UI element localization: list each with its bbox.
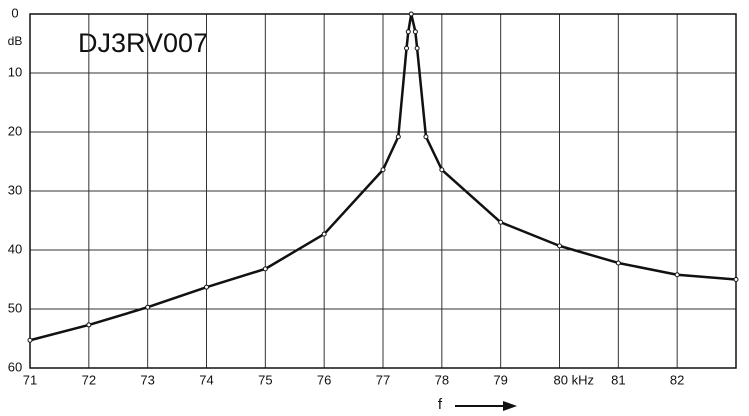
y-tick-label: 10	[8, 64, 22, 79]
point	[405, 29, 411, 35]
x-tick-label: 80 kHz	[554, 372, 594, 387]
y-tick-label: 20	[8, 123, 22, 138]
point	[27, 337, 33, 343]
point	[395, 134, 401, 140]
point	[733, 277, 739, 282]
point	[404, 45, 410, 51]
axis-arrow-head	[503, 401, 517, 411]
x-tick-label: 78	[435, 372, 449, 387]
point	[557, 243, 562, 249]
point	[408, 11, 414, 17]
y-tick-label: 60	[8, 359, 22, 374]
y-tick-label: 40	[8, 241, 22, 256]
x-tick-label: 79	[493, 372, 507, 387]
point	[262, 266, 268, 272]
y-tick-label: 0	[11, 5, 18, 20]
point	[204, 284, 209, 290]
point	[380, 167, 386, 173]
y-unit-label: dB	[8, 34, 23, 48]
y-tick-label: 30	[8, 182, 22, 197]
point	[498, 219, 504, 225]
line	[29, 12, 737, 342]
chart-title: DJ3RV007	[78, 28, 208, 58]
point	[674, 272, 680, 278]
x-tick-label: 71	[23, 372, 37, 387]
x-tick-label: 82	[670, 372, 684, 387]
point	[321, 231, 327, 237]
point	[439, 167, 445, 173]
x-axis-label: f	[438, 396, 443, 413]
x-tick-label: 75	[258, 372, 272, 387]
point	[423, 134, 429, 140]
point	[412, 29, 418, 35]
point	[86, 322, 92, 328]
y-tick-label: 50	[8, 300, 22, 315]
x-tick-label: 74	[199, 372, 213, 387]
x-tick-label: 81	[611, 372, 625, 387]
plot-frame	[29, 13, 737, 369]
point	[615, 260, 621, 266]
x-tick-label: 77	[376, 372, 390, 387]
point	[414, 45, 420, 51]
x-tick-label: 76	[317, 372, 331, 387]
point	[145, 304, 151, 310]
x-tick-label: 72	[82, 372, 96, 387]
x-tick-label: 73	[140, 372, 154, 387]
